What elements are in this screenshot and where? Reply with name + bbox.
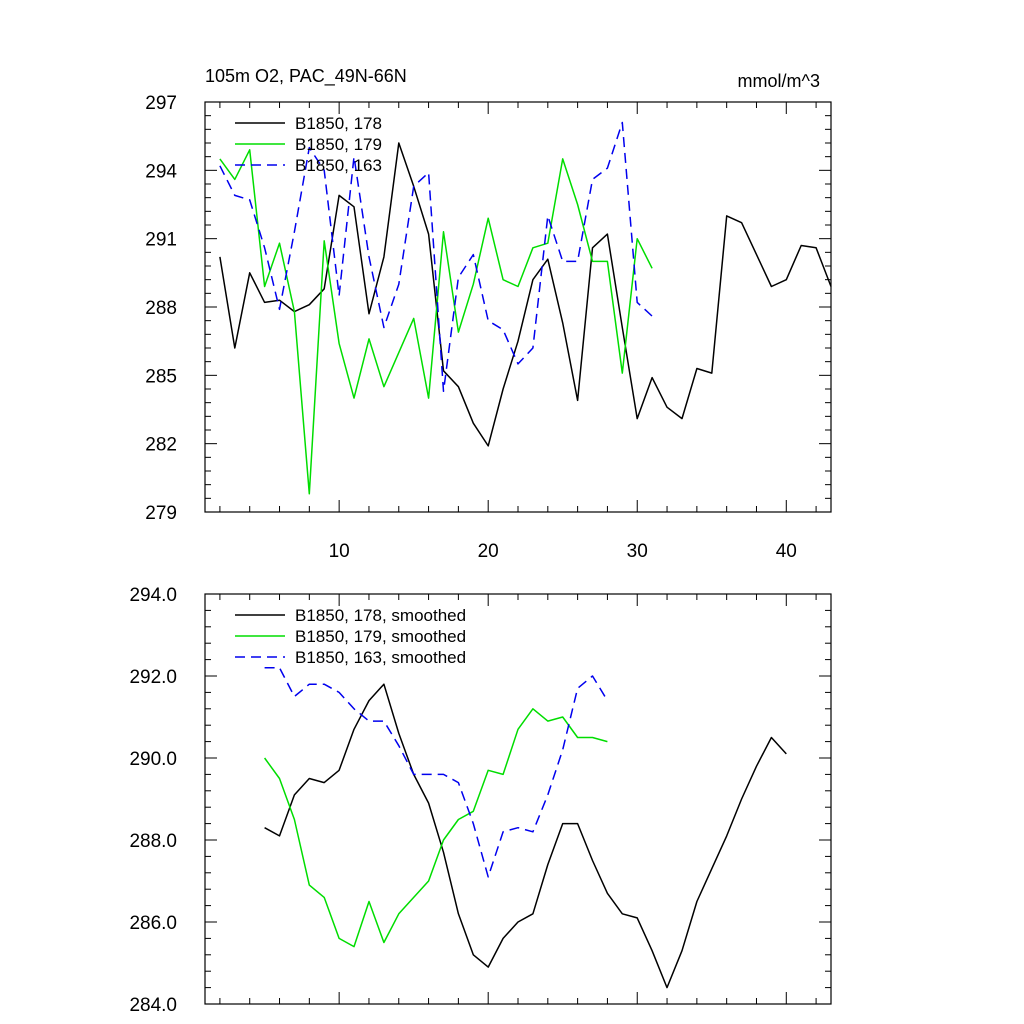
legend-label: B1850, 178, smoothed [295, 606, 466, 625]
legend-label: B1850, 163, smoothed [295, 648, 466, 667]
top-series-line-0 [219, 142, 832, 447]
top-series-lines [219, 121, 832, 495]
top-y-tick-labels: 279 282 285 288 291 294 297 [145, 93, 177, 524]
top-y-tick-label: 288 [145, 298, 177, 319]
top-y-tick-label: 279 [145, 503, 177, 524]
top-legend: B1850, 178 B1850, 179 B1850, 163 [235, 114, 382, 175]
bottom-series-line-0 [264, 683, 787, 989]
bottom-panel: 284.0 286.0 288.0 290.0 292.0 294.0 B185… [129, 585, 832, 1016]
top-y-tick-label: 297 [145, 93, 177, 114]
top-y-tick-label: 282 [145, 435, 177, 456]
legend-label: B1850, 163 [295, 156, 382, 175]
legend-label: B1850, 178 [295, 114, 382, 133]
bottom-y-tick-label: 284.0 [129, 995, 177, 1016]
top-tick-marks [205, 101, 831, 513]
top-series-line-2 [219, 121, 653, 393]
bottom-series-line-2 [264, 667, 609, 878]
top-panel-title: 105m O2, PAC_49N-66N [205, 66, 407, 87]
bottom-y-tick-label: 292.0 [129, 667, 177, 688]
top-x-tick-label: 40 [776, 541, 797, 562]
bottom-y-tick-label: 288.0 [129, 831, 177, 852]
legend-label: B1850, 179, smoothed [295, 627, 466, 646]
top-y-tick-label: 291 [145, 230, 177, 251]
top-x-tick-label: 30 [627, 541, 648, 562]
bottom-legend: B1850, 178, smoothed B1850, 179, smoothe… [235, 606, 466, 667]
bottom-y-tick-label: 286.0 [129, 913, 177, 934]
top-x-tick-labels: 10 20 30 40 [329, 541, 797, 562]
top-x-tick-label: 10 [329, 541, 350, 562]
bottom-y-tick-label: 290.0 [129, 749, 177, 770]
top-x-tick-label: 20 [478, 541, 499, 562]
bottom-y-tick-label: 294.0 [129, 585, 177, 606]
bottom-series-line-1 [263, 708, 608, 948]
bottom-y-tick-labels: 284.0 286.0 288.0 290.0 292.0 294.0 [129, 585, 177, 1016]
legend-label: B1850, 179 [295, 135, 382, 154]
top-panel-units: mmol/m^3 [738, 71, 820, 91]
top-panel: 105m O2, PAC_49N-66N mmol/m^3 279 282 28… [145, 66, 832, 562]
top-series-line-1 [219, 149, 653, 495]
top-y-tick-label: 285 [145, 366, 177, 387]
top-y-tick-label: 294 [145, 161, 177, 182]
bottom-series-lines [263, 667, 787, 989]
bottom-tick-marks [205, 593, 831, 1005]
